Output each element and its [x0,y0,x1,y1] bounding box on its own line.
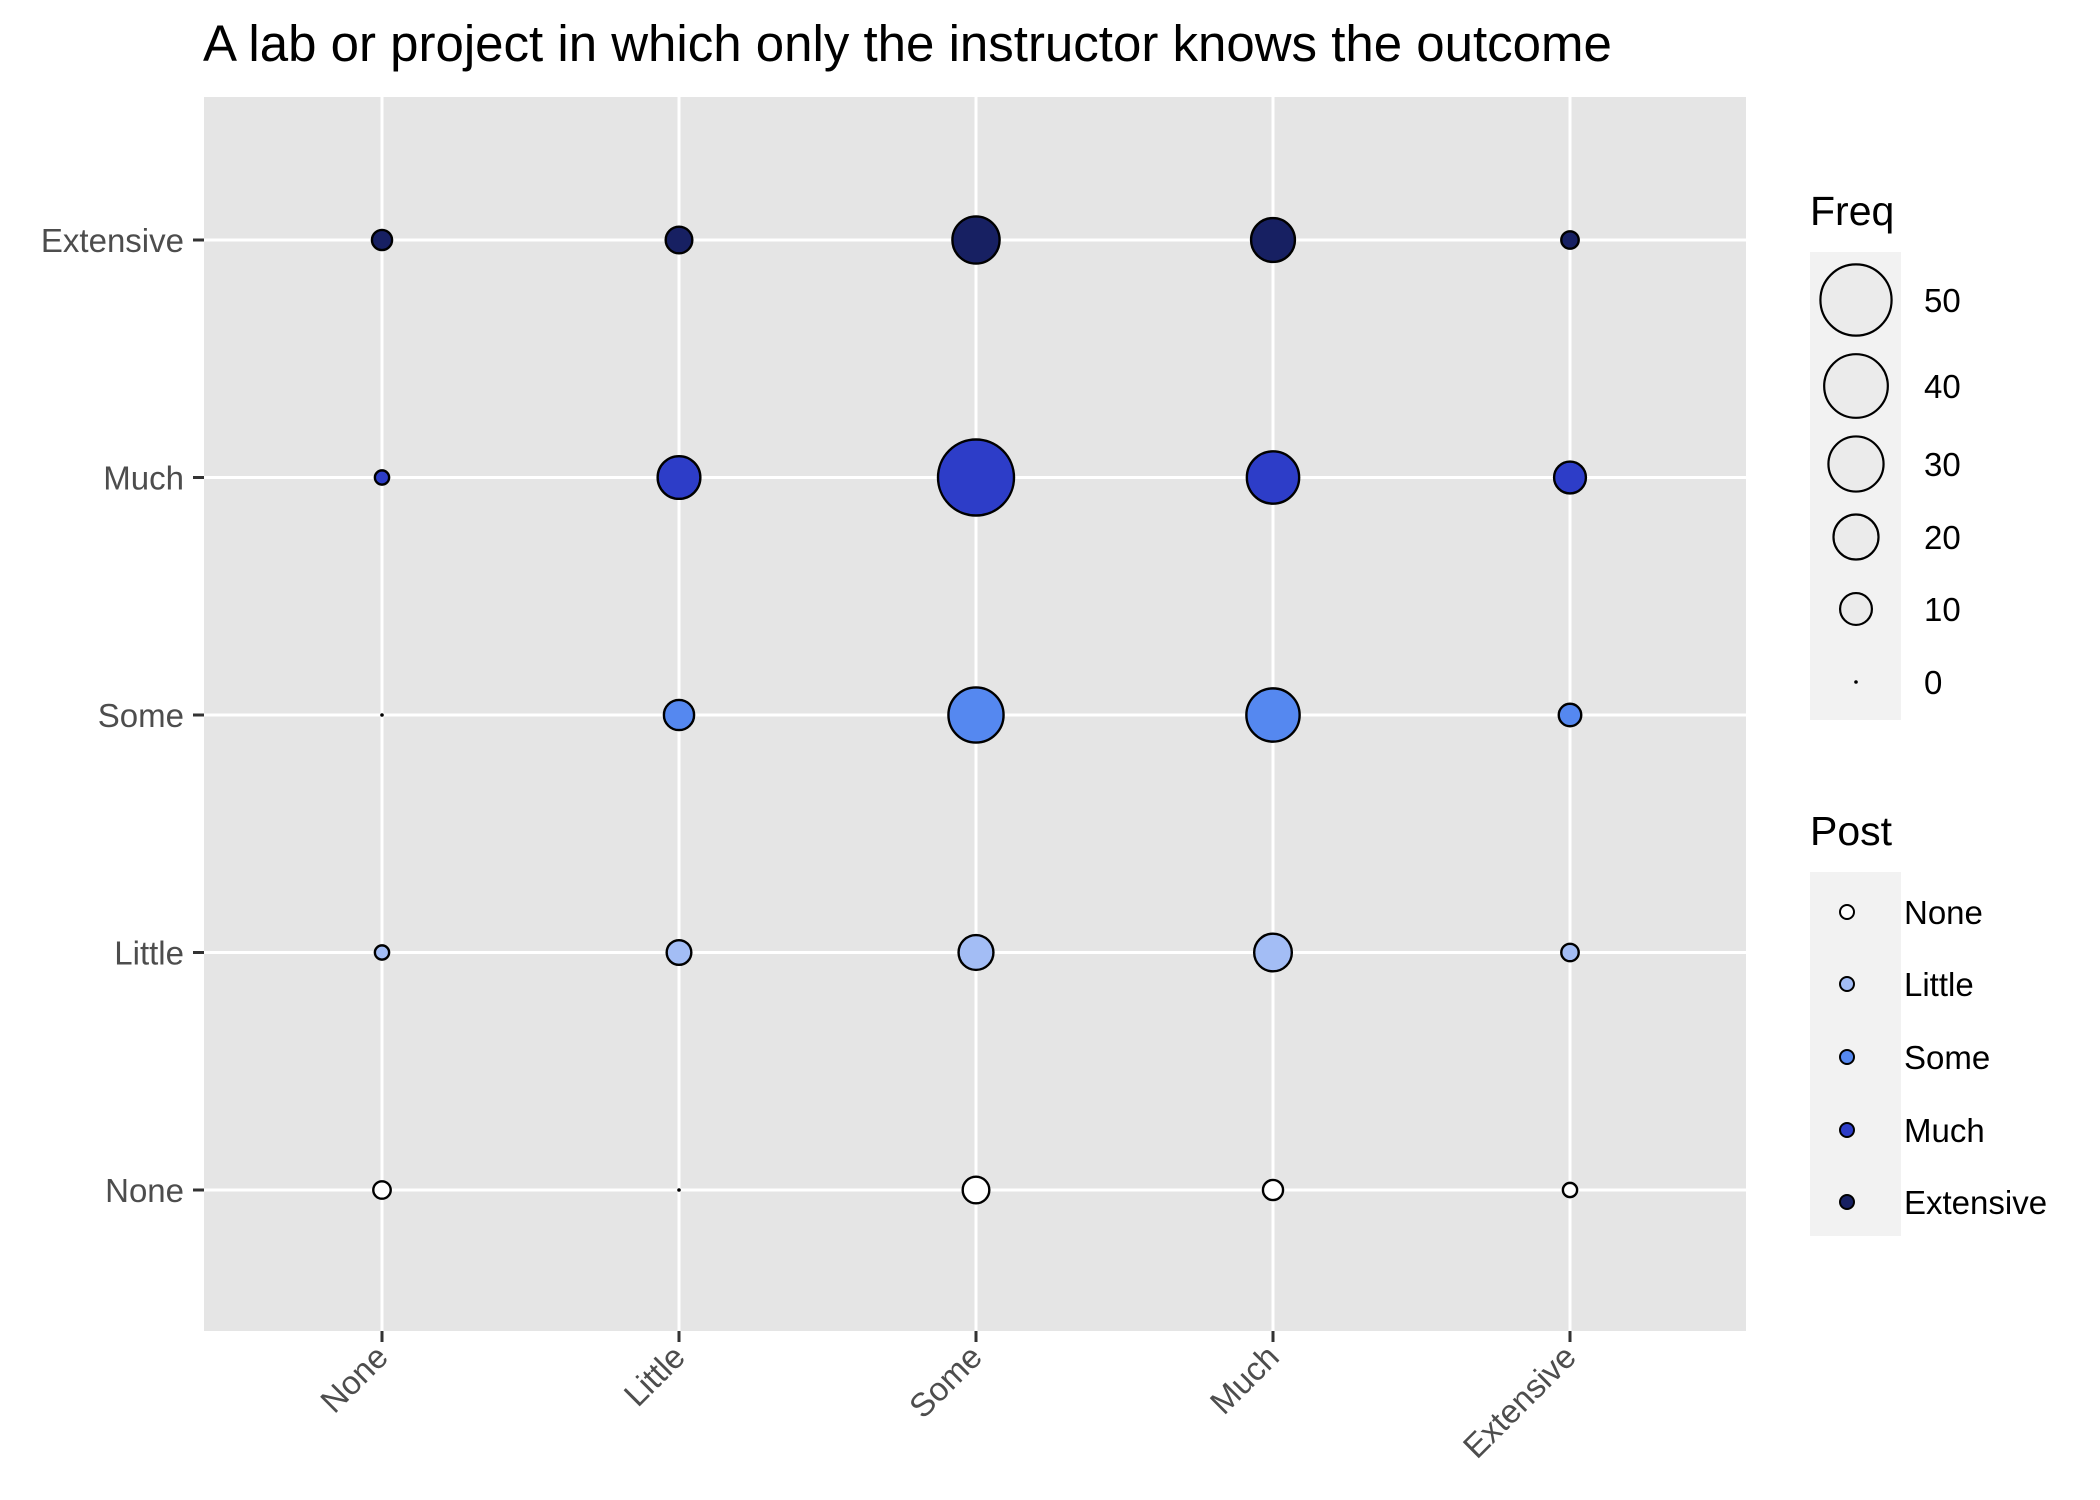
size-legend-label-30: 30 [1924,446,1961,483]
point-much-much [1245,450,1301,505]
color-legend-key-none [1839,904,1855,920]
point-extensive-extensive [1560,230,1580,250]
point-some-much [936,438,1016,517]
size-legend-label-0: 0 [1924,664,1942,701]
size-legend-label-10: 10 [1924,591,1961,628]
point-much-none [1261,1178,1285,1202]
point-little-some [662,698,696,732]
color-legend-key-little [1839,976,1855,992]
point-extensive-none [1561,1181,1579,1199]
point-little-much [656,454,702,501]
color-legend-label-some: Some [1904,1039,1990,1076]
color-legend-label-much: Much [1904,1112,1985,1149]
size-legend-key-10 [1838,591,1874,627]
chart-title: A lab or project in which only the instr… [203,15,1612,72]
size-legend-label-50: 50 [1924,282,1961,319]
y-tick-label-some: Some [98,697,184,734]
point-little-none [677,1188,681,1192]
size-legend-key-30 [1827,435,1885,493]
x-tick-label-extensive: Extensive [1456,1338,1583,1465]
color-legend-key-bg [1810,872,1901,1236]
point-extensive-some [1557,702,1583,728]
point-none-little [373,944,391,961]
color-legend-key-extensive [1839,1194,1855,1210]
point-none-none [372,1180,392,1200]
x-tick-label-much: Much [1203,1338,1286,1421]
point-much-little [1252,932,1294,973]
point-little-extensive [664,225,694,255]
size-legend-key-40 [1823,353,1889,419]
point-some-extensive [951,215,1001,265]
point-some-some [947,686,1005,744]
size-legend-key-0 [1854,680,1858,684]
point-little-little [665,938,693,967]
point-none-much [373,469,391,486]
data-points [370,215,1588,1205]
y-tick-label-much: Much [103,460,184,497]
size-legend-title: Freq [1810,188,1894,234]
color-legend-title: Post [1810,808,1893,854]
point-none-extensive [370,228,394,252]
point-extensive-much [1552,460,1588,495]
color-legend-key-some [1839,1049,1855,1065]
legends: Freq 50 40 30 20 10 0 Post None Little Some Much Ext… [1810,188,2047,1236]
size-legend-key-50 [1819,263,1893,337]
x-tick-label-none: None [313,1338,395,1420]
x-tick-label-some: Some [902,1338,989,1425]
y-tick-label-little: Little [114,935,184,972]
size-legend-key-20 [1832,513,1880,561]
size-legend-label-40: 40 [1924,368,1961,405]
color-legend-key-much [1839,1122,1855,1138]
point-some-little [957,933,995,972]
point-some-none [961,1175,991,1205]
x-tick-label-little: Little [616,1338,691,1413]
y-tick-label-extensive: Extensive [41,222,184,259]
point-much-some [1245,687,1301,743]
y-tick-label-none: None [105,1172,184,1209]
color-legend-label-little: Little [1904,966,1974,1003]
point-extensive-little [1560,942,1580,963]
size-legend-label-20: 20 [1924,519,1961,556]
color-legend-label-none: None [1904,894,1983,931]
color-legend-label-extensive: Extensive [1904,1184,2047,1221]
point-none-some [380,713,384,717]
point-much-extensive [1249,216,1297,264]
